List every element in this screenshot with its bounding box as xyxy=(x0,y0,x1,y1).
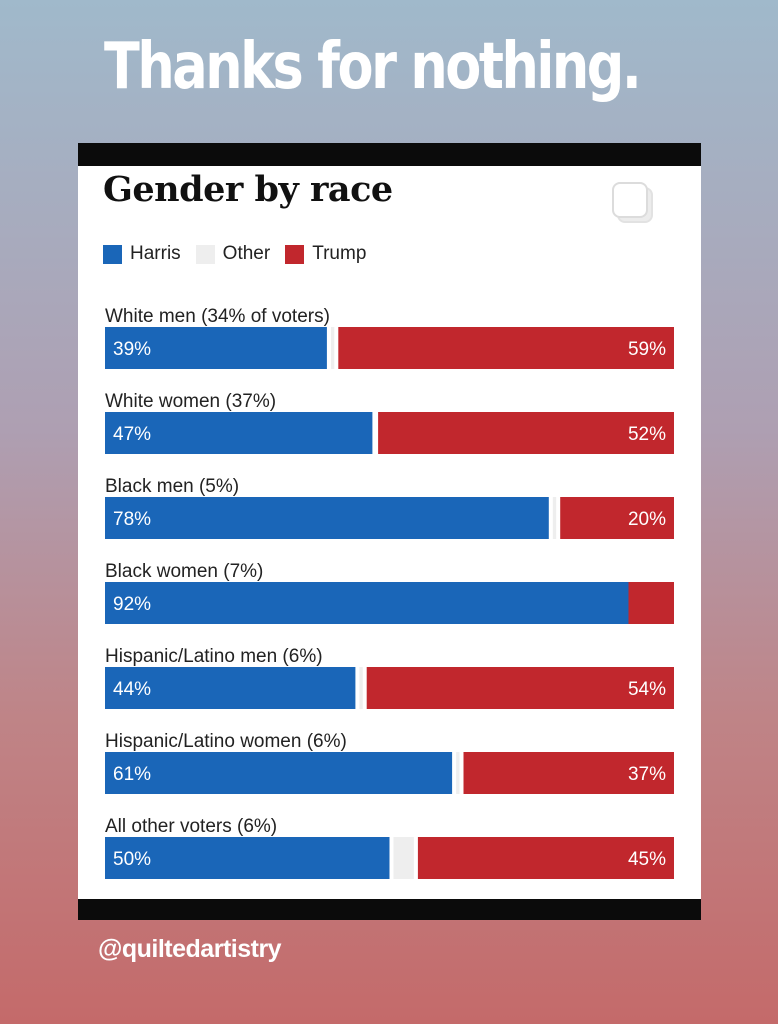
bar-other-hispanic-latino-men xyxy=(359,667,363,709)
bar-trump-white-women xyxy=(378,412,674,454)
legend: Harris Other Trump xyxy=(103,243,381,265)
value-label-trump-black-men: 20% xyxy=(628,509,666,530)
legend-item-other: Other xyxy=(195,243,271,265)
copy-icon[interactable] xyxy=(611,181,661,229)
chart-card: Gender by race Harris Other Trump White … xyxy=(78,143,701,920)
value-label-trump-white-women: 52% xyxy=(628,424,666,445)
legend-item-harris: Harris xyxy=(103,243,181,265)
legend-label-harris: Harris xyxy=(130,243,181,264)
card-bottom-border xyxy=(78,899,701,920)
category-label-hispanic-latino-women: Hispanic/Latino women (6%) xyxy=(105,731,347,752)
legend-swatch-harris xyxy=(103,244,122,264)
value-label-harris-white-women: 47% xyxy=(113,424,151,445)
chart-title: Gender by race xyxy=(103,169,393,210)
category-label-black-men: Black men (5%) xyxy=(105,476,239,497)
value-label-trump-all-other-voters: 45% xyxy=(628,849,666,870)
bar-chart: White men (34% of voters) 39% 59% White wom… xyxy=(105,306,674,879)
bar-harris-white-men xyxy=(105,327,327,369)
bar-trump-black-men xyxy=(560,497,674,539)
bar-harris-white-women xyxy=(105,412,373,454)
bar-trump-hispanic-latino-women xyxy=(463,752,674,794)
headline: Thanks for nothing. xyxy=(104,30,642,104)
legend-swatch-trump xyxy=(285,244,305,264)
value-label-harris-white-men: 39% xyxy=(113,339,151,360)
value-label-harris-hispanic-latino-men: 44% xyxy=(113,679,151,700)
category-label-all-other-voters: All other voters (6%) xyxy=(105,816,277,837)
legend-item-trump: Trump xyxy=(285,243,366,265)
value-label-trump-hispanic-latino-men: 54% xyxy=(628,679,666,700)
category-label-hispanic-latino-men: Hispanic/Latino men (6%) xyxy=(105,646,323,667)
bar-harris-hispanic-latino-women xyxy=(105,752,453,794)
bar-other-black-men xyxy=(552,497,557,539)
bar-harris-hispanic-latino-men xyxy=(105,667,356,709)
bar-trump-all-other-voters xyxy=(417,837,674,879)
value-label-harris-all-other-voters: 50% xyxy=(113,849,151,870)
bar-other-hispanic-latino-women xyxy=(456,752,460,794)
bar-trump-hispanic-latino-men xyxy=(366,667,674,709)
legend-label-other: Other xyxy=(222,243,271,264)
category-label-black-women: Black women (7%) xyxy=(105,561,263,582)
value-label-trump-white-men: 59% xyxy=(628,339,666,360)
category-label-white-women: White women (37%) xyxy=(105,391,276,412)
value-label-trump-hispanic-latino-women: 37% xyxy=(628,764,666,785)
bar-trump-white-men xyxy=(338,327,674,369)
card-top-border xyxy=(78,143,701,166)
bar-other-all-other-voters xyxy=(393,837,414,879)
bar-harris-all-other-voters xyxy=(105,837,390,879)
legend-swatch-other xyxy=(195,244,215,264)
value-label-harris-black-women: 92% xyxy=(113,594,151,615)
category-label-white-men: White men (34% of voters) xyxy=(105,306,330,327)
bar-trump-black-women xyxy=(628,582,674,624)
bar-harris-black-men xyxy=(105,497,549,539)
author-handle: @quiltedartistry xyxy=(98,935,282,963)
value-label-harris-hispanic-latino-women: 61% xyxy=(113,764,151,785)
legend-label-trump: Trump xyxy=(312,243,367,264)
value-label-harris-black-men: 78% xyxy=(113,509,151,530)
bar-harris-black-women xyxy=(105,582,629,624)
bar-other-white-men xyxy=(330,327,335,369)
